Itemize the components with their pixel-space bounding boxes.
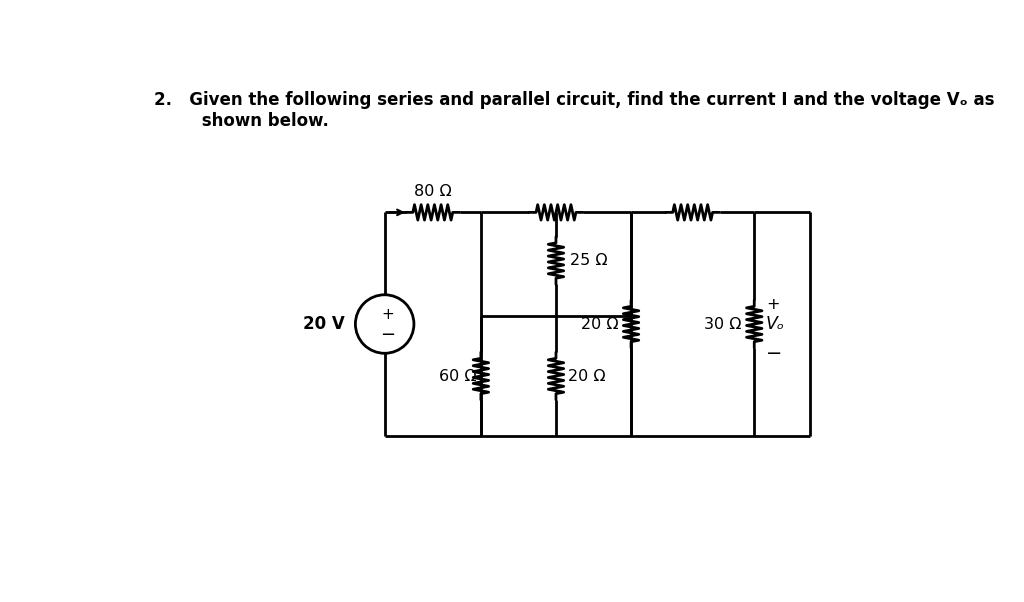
Text: +: + [766, 297, 779, 312]
Text: 20 V: 20 V [303, 315, 345, 333]
Text: +: + [381, 306, 394, 321]
Text: Vₒ: Vₒ [766, 315, 784, 333]
Text: 20 Ω: 20 Ω [567, 368, 605, 383]
Text: 60 Ω: 60 Ω [439, 368, 477, 383]
Text: 80 Ω: 80 Ω [414, 184, 452, 199]
Text: 25 Ω: 25 Ω [569, 253, 607, 268]
Text: 30 Ω: 30 Ω [705, 317, 742, 332]
Text: −: − [380, 326, 395, 344]
Text: 2.   Given the following series and parallel circuit, find the current I and the: 2. Given the following series and parall… [154, 91, 994, 109]
Text: 20 Ω: 20 Ω [581, 317, 618, 332]
Text: shown below.: shown below. [173, 113, 329, 130]
Text: −: − [766, 344, 782, 363]
